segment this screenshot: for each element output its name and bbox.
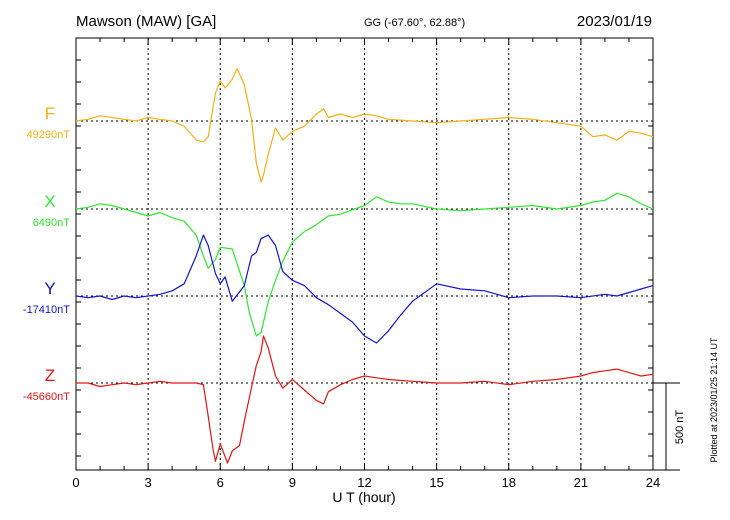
baseline-value-f: 49290nT	[27, 129, 71, 141]
series-labels: F 49290nT X 6490nT Y -17410nT Z -45660nT	[23, 104, 70, 403]
x-axis-label: U T (hour)	[332, 489, 395, 505]
series-line-z	[76, 335, 654, 464]
minor-ticks	[75, 38, 654, 470]
x-tick-label: 3	[145, 475, 152, 490]
series-line-y	[75, 234, 654, 344]
date-label: 2023/01/19	[577, 13, 652, 30]
series-line-f	[75, 68, 654, 183]
grid-lines	[76, 38, 653, 470]
x-tick-label: 6	[217, 475, 224, 490]
scale-bar: 500 nT	[653, 382, 686, 471]
plotted-at-footer: Plotted at 2023/01/25 21:14 UT	[709, 337, 719, 463]
x-tick-label: 0	[72, 475, 79, 490]
x-tick-label: 24	[646, 475, 660, 490]
baseline-value-x: 6490nT	[33, 217, 71, 229]
x-tick-label: 18	[502, 475, 516, 490]
x-tick-label: 9	[289, 475, 296, 490]
series-lines	[75, 68, 654, 464]
baseline-value-z: -45660nT	[23, 391, 70, 403]
series-name-x: X	[44, 192, 55, 211]
baseline-value-y: -17410nT	[23, 304, 70, 316]
scale-bar-label: 500 nT	[674, 410, 686, 445]
series-name-z: Z	[45, 366, 55, 385]
x-tick-label: 21	[574, 475, 588, 490]
series-line-x	[75, 192, 654, 337]
series-name-f: F	[45, 104, 55, 123]
x-tick-label: 15	[429, 475, 443, 490]
x-tick-labels: 0 3 6 9 12 15 18 21 24	[72, 475, 660, 490]
series-name-y: Y	[44, 279, 55, 298]
station-title: Mawson (MAW) [GA]	[76, 13, 216, 30]
coordinates-label: GG (-67.60°, 62.88°)	[364, 17, 465, 29]
x-tick-label: 12	[357, 475, 371, 490]
